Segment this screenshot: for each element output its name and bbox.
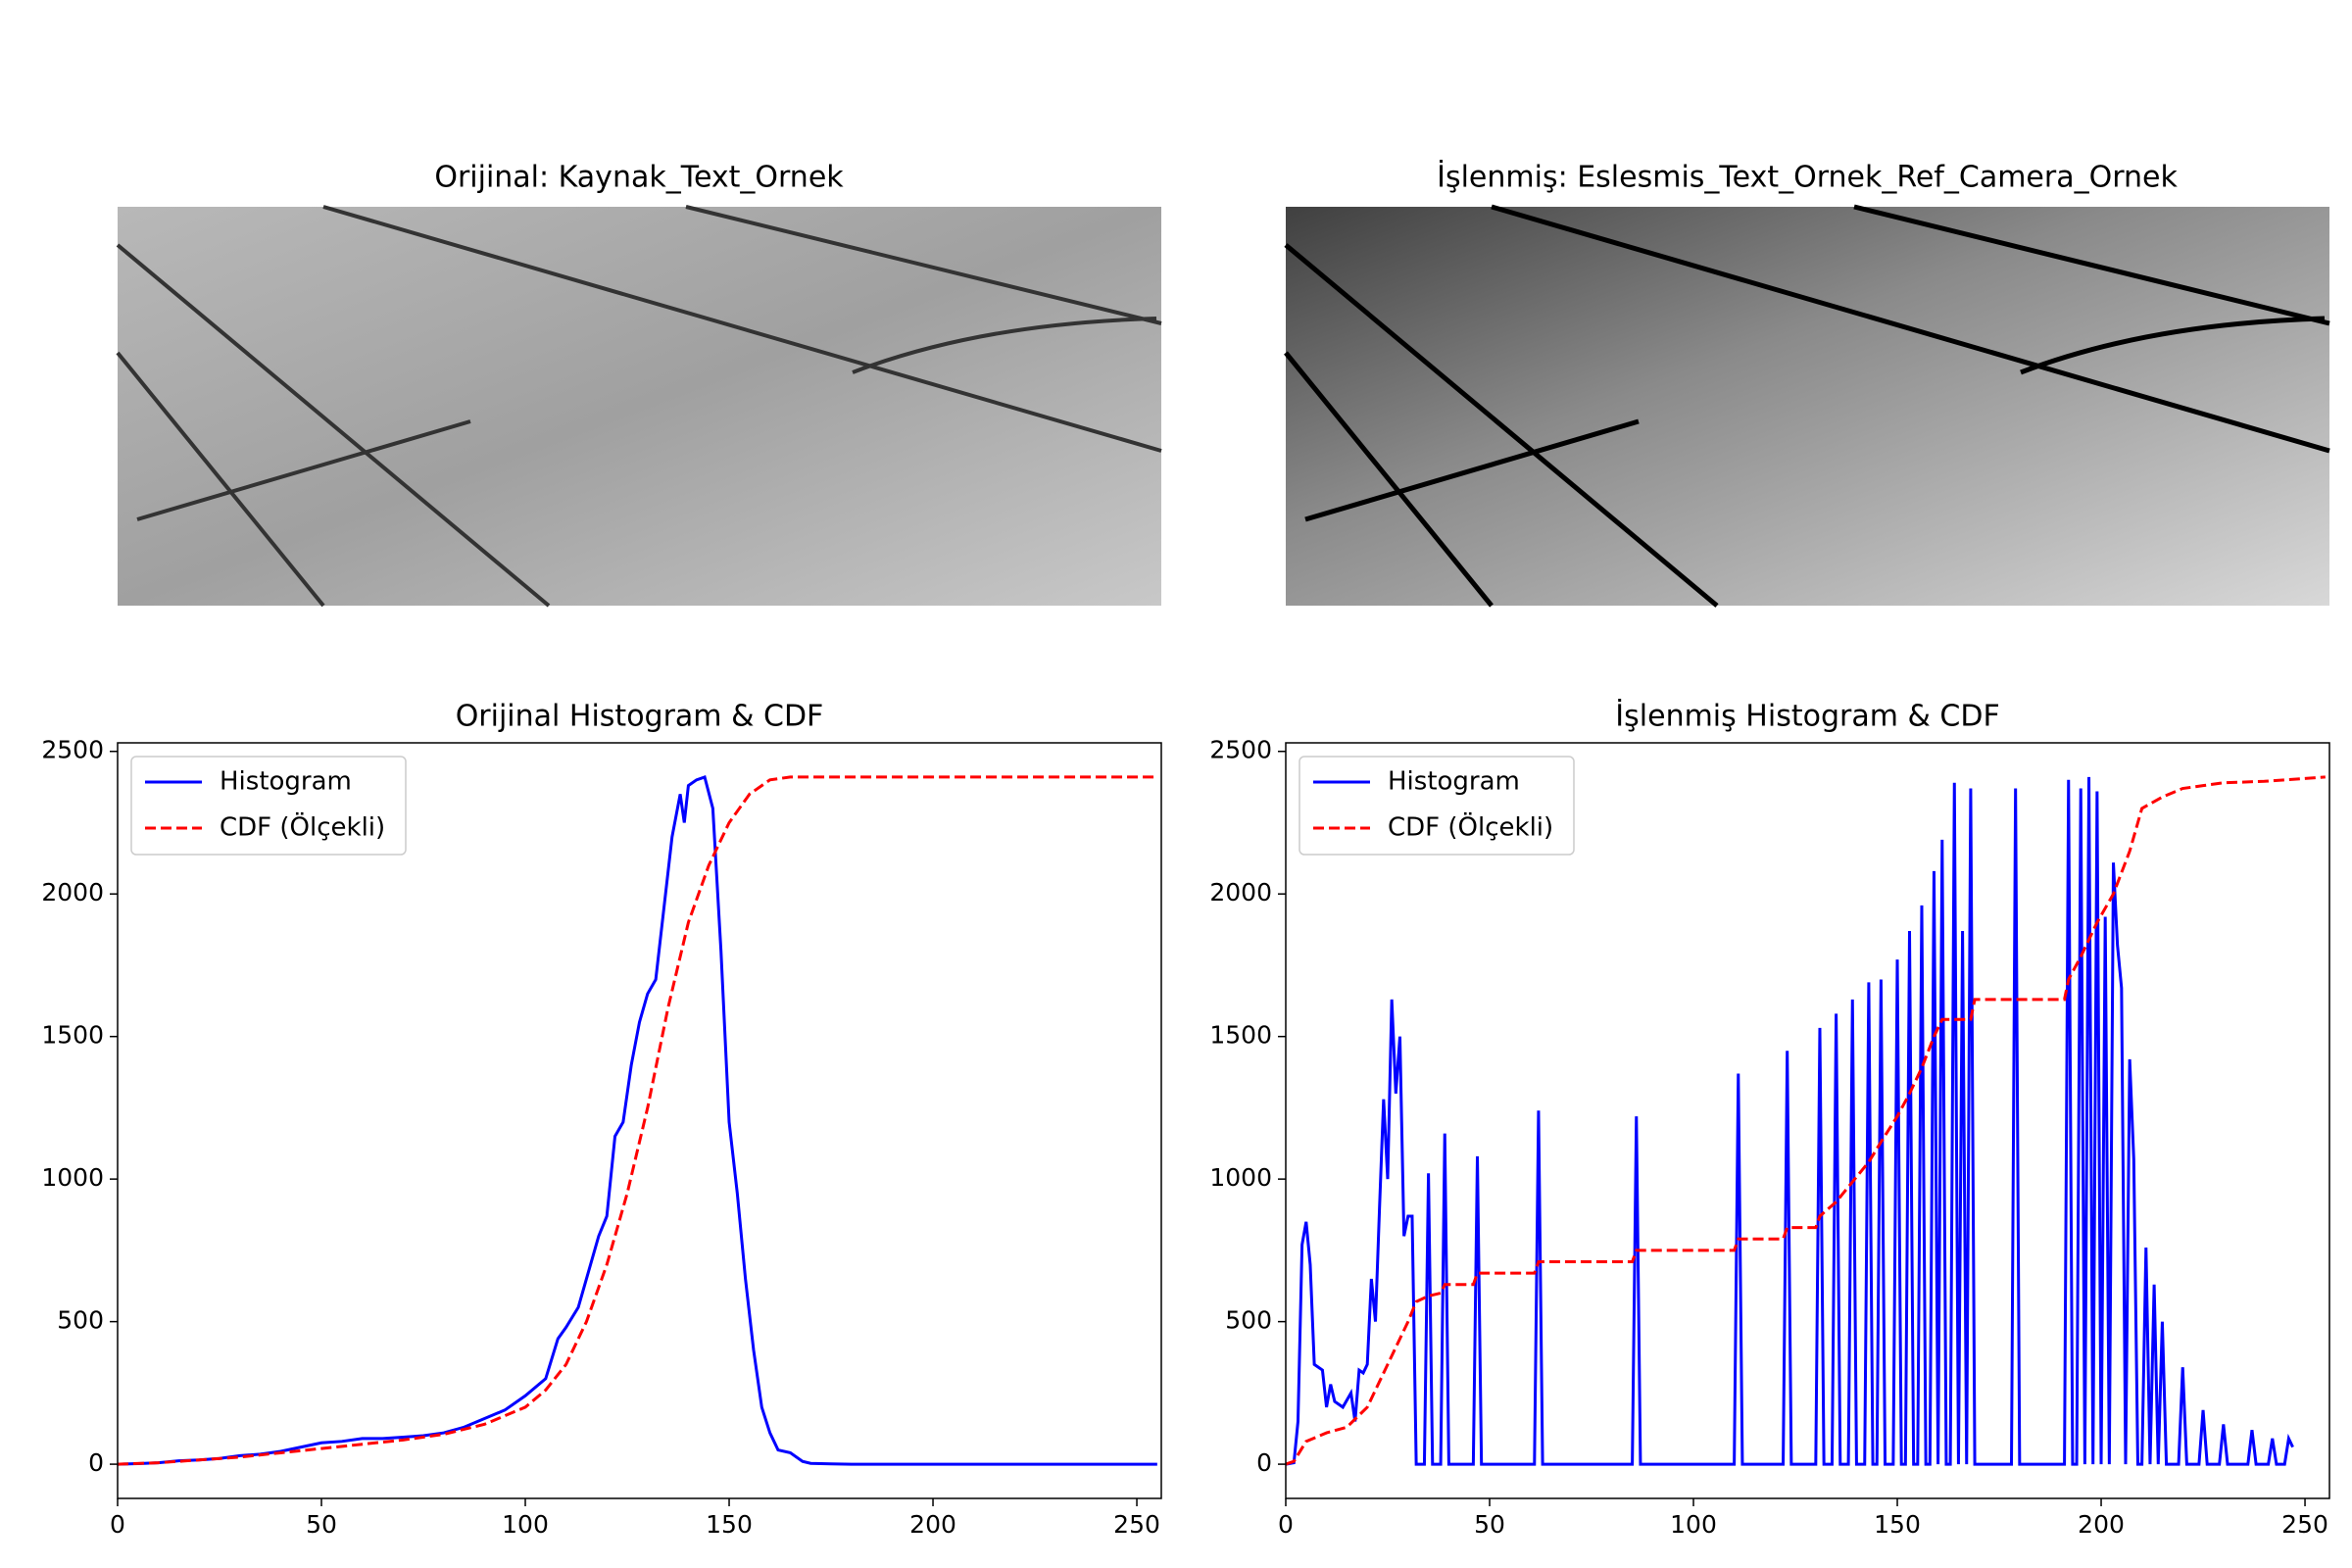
y-tick-label: 500 xyxy=(57,1306,104,1335)
x-tick-label: 150 xyxy=(1874,1510,1921,1539)
image-title: Orijinal: Kaynak_Text_Ornek xyxy=(434,161,844,195)
x-tick-label: 50 xyxy=(1474,1510,1505,1539)
y-tick-label: 1000 xyxy=(41,1163,104,1192)
chart-title: Orijinal Histogram & CDF xyxy=(456,700,824,734)
x-tick-label: 150 xyxy=(706,1510,753,1539)
x-tick-label: 250 xyxy=(2281,1510,2328,1539)
series-line xyxy=(1285,776,2294,1466)
y-tick-label: 2500 xyxy=(41,736,104,764)
x-tick-label: 200 xyxy=(909,1510,956,1539)
legend-label: Histogram xyxy=(220,767,352,797)
y-tick-label: 2000 xyxy=(1209,878,1272,906)
x-tick-label: 50 xyxy=(306,1510,337,1539)
plot-frame xyxy=(117,742,1162,1499)
y-tick-label: 1000 xyxy=(1209,1163,1272,1192)
legend-label: CDF (Ölçekli) xyxy=(220,811,385,843)
x-tick-label: 200 xyxy=(2078,1510,2125,1539)
x-tick-label: 100 xyxy=(502,1510,549,1539)
image-title: İşlenmiş: Eslesmis_Text_Ornek_Ref_Camera… xyxy=(1437,160,2178,195)
y-tick-label: 2500 xyxy=(1209,736,1272,764)
x-tick-label: 100 xyxy=(1670,1510,1717,1539)
series-line xyxy=(117,775,1157,1466)
y-tick-label: 0 xyxy=(88,1448,104,1477)
y-tick-label: 500 xyxy=(1225,1306,1272,1335)
legend-label: Histogram xyxy=(1388,767,1520,797)
chart-title: İşlenmiş Histogram & CDF xyxy=(1615,699,1999,734)
series-line xyxy=(117,774,1157,1466)
y-tick-label: 0 xyxy=(1256,1448,1272,1477)
y-tick-label: 1500 xyxy=(1209,1021,1272,1050)
series-line xyxy=(1285,775,2326,1466)
x-tick-label: 0 xyxy=(110,1510,125,1539)
image-original xyxy=(116,205,1162,608)
legend-label: CDF (Ölçekli) xyxy=(1388,811,1553,843)
image-processed xyxy=(1284,204,2330,608)
y-tick-label: 2000 xyxy=(41,878,104,906)
plot-frame xyxy=(1285,742,2330,1499)
y-tick-label: 1500 xyxy=(41,1021,104,1050)
x-tick-label: 250 xyxy=(1113,1510,1160,1539)
x-tick-label: 0 xyxy=(1278,1510,1294,1539)
